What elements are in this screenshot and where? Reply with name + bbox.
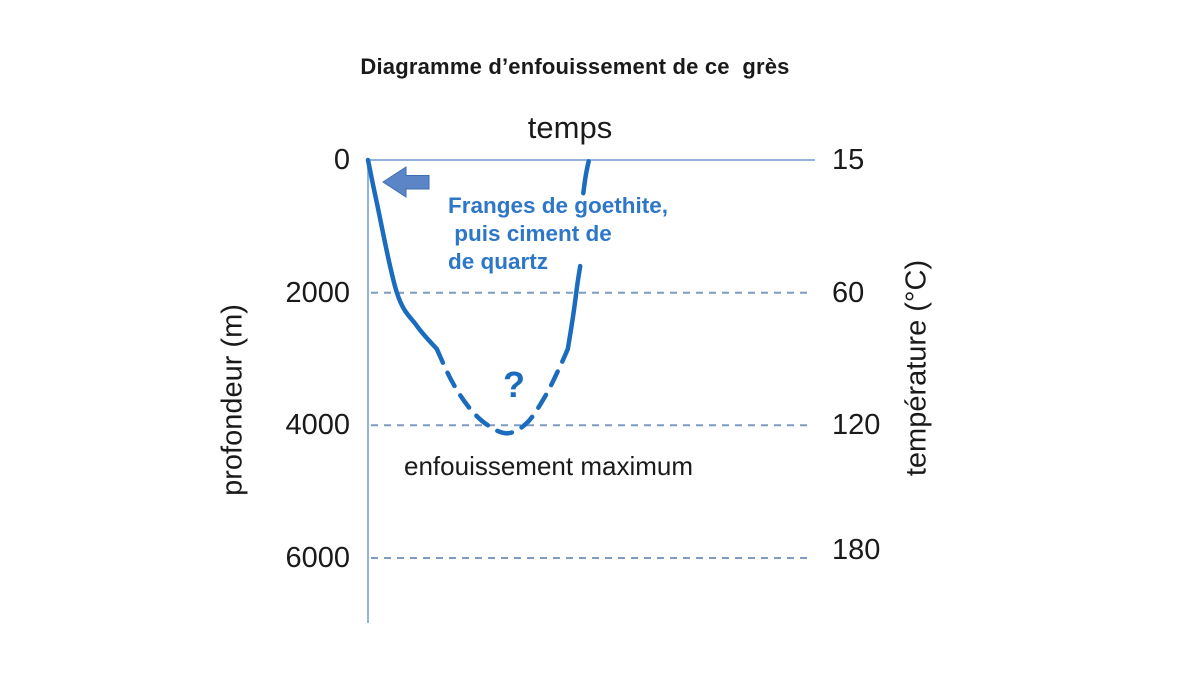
annotation-question-mark: ? [503,364,525,405]
depth-tick-6000: 6000 [285,542,350,574]
left-arrow-icon [382,166,430,198]
annotation-cementation-line-2: puis ciment de [448,221,612,246]
temp-tick-120: 120 [832,409,881,441]
annotation-cementation-line-1: Franges de goethite, [448,193,669,218]
temp-tick-15: 15 [832,144,865,176]
chart-title: Diagramme d’enfouissement de ce grès [360,54,790,79]
annotation-max-burial: enfouissement maximum [404,451,693,481]
burial-curve-segment-2-dashed [434,346,571,436]
temp-tick-60: 60 [832,277,865,309]
burial-curve-segment-1-solid [365,157,440,352]
y-axis-label-temperature: température (°C) [900,259,933,477]
burial-curve-segment-4-solid [581,159,591,196]
depth-tick-2000: 2000 [285,277,350,309]
temp-tick-180: 180 [832,534,881,566]
y-axis-label-depth: profondeur (m) [216,304,249,496]
gridlines [371,291,808,559]
burial-curve-segment-3-solid [565,263,583,352]
x-axis-label-temps: temps [527,110,613,145]
burial-curve [365,157,591,436]
depth-tick-4000: 4000 [285,409,350,441]
depth-tick-0: 0 [333,144,350,176]
annotation-cementation-line-3: de quartz [448,249,549,274]
